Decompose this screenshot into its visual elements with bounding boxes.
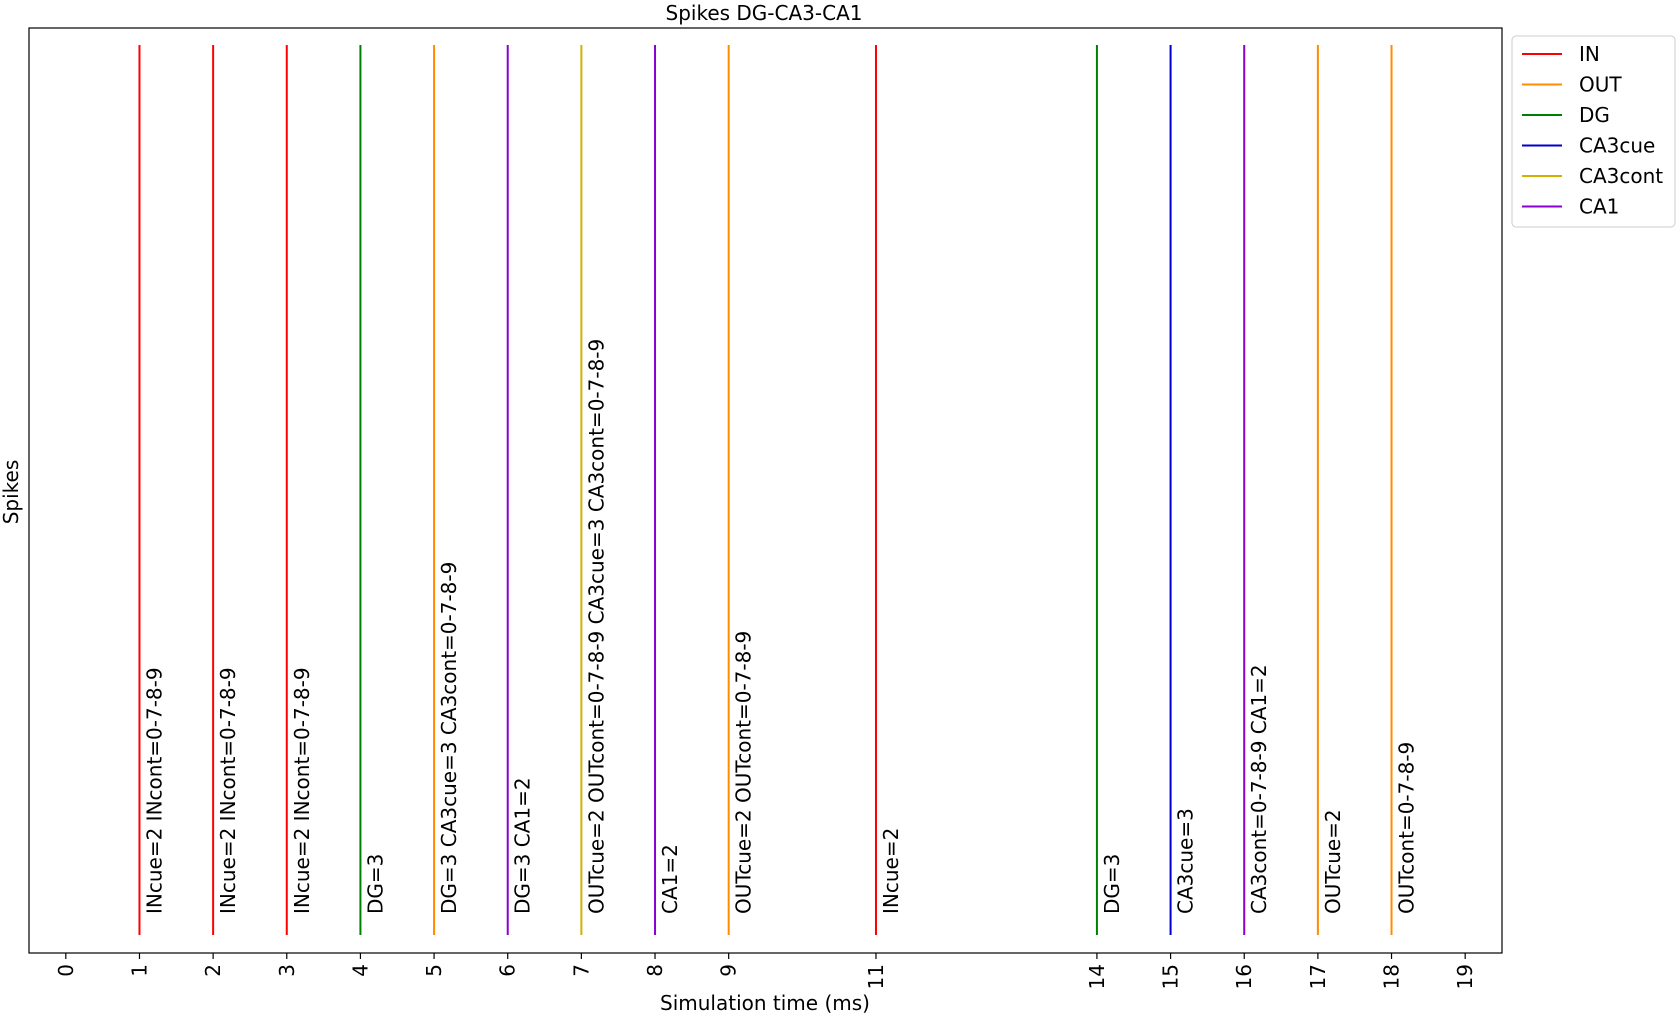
legend-label: CA3cont	[1579, 164, 1663, 188]
x-tick-label: 4	[348, 964, 372, 977]
legend: IN OUT DG CA3cue CA3cont CA1	[1511, 35, 1676, 228]
spike-layer: INcue=2 INcont=0-7-8-9 INcue=2 INcont=0-7…	[138, 45, 1419, 935]
legend-label: DG	[1579, 103, 1610, 127]
spike-label: DG=3	[1100, 854, 1124, 914]
x-tick-label: 6	[496, 964, 520, 977]
spike-label: CA1=2	[658, 844, 682, 914]
plot-area	[28, 27, 1503, 954]
spike-label: INcue=2 INcont=0-7-8-9	[290, 667, 314, 914]
spike-label: INcue=2 INcont=0-7-8-9	[142, 667, 166, 914]
x-tick-label: 19	[1453, 964, 1477, 989]
x-axis-label: Simulation time (ms)	[660, 991, 870, 1015]
x-tick-label: 1	[127, 964, 151, 977]
spike-label: DG=3 CA1=2	[511, 777, 535, 914]
x-tick-label: 17	[1306, 964, 1330, 989]
x-tick-label: 3	[275, 964, 299, 977]
spike-label: OUTcue=2	[1321, 809, 1345, 914]
spike-label: DG=3	[363, 854, 387, 914]
x-tick-label: 7	[569, 964, 593, 977]
spike-label: OUTcue=2 OUTcont=0-7-8-9	[732, 631, 756, 914]
x-axis-ticks: 0 1 2 3 4 5 6 7 8 9 11 14 15 16 17 18 19	[54, 953, 1477, 989]
spike-label: CA3cue=3	[1174, 808, 1198, 914]
x-tick-label: 8	[643, 964, 667, 977]
spike-label: DG=3 CA3cue=3 CA3cont=0-7-8-9	[437, 562, 461, 914]
x-tick-label: 11	[864, 964, 888, 989]
legend-label: OUT	[1579, 73, 1622, 97]
spike-label: INcue=2	[879, 828, 903, 914]
x-tick-label: 15	[1159, 964, 1183, 989]
x-tick-label: 0	[54, 964, 78, 977]
x-tick-label: 9	[717, 964, 741, 977]
x-tick-label: 5	[422, 964, 446, 977]
x-tick-label: 16	[1232, 964, 1256, 989]
y-axis-label: Spikes	[0, 460, 23, 525]
x-tick-label: 2	[201, 964, 225, 977]
legend-label: IN	[1579, 42, 1600, 66]
spike-label: OUTcont=0-7-8-9	[1395, 742, 1419, 914]
x-tick-label: 18	[1380, 964, 1404, 989]
spike-label: INcue=2 INcont=0-7-8-9	[216, 667, 240, 914]
legend-label: CA3cue	[1579, 134, 1655, 158]
legend-label: CA1	[1579, 195, 1619, 219]
spike-label: OUTcue=2 OUTcont=0-7-8-9 CA3cue=3 CA3con…	[584, 339, 608, 914]
chart-title: Spikes DG-CA3-CA1	[666, 1, 863, 25]
spike-label: CA3cont=0-7-8-9 CA1=2	[1247, 664, 1271, 914]
x-tick-label: 14	[1085, 964, 1109, 989]
